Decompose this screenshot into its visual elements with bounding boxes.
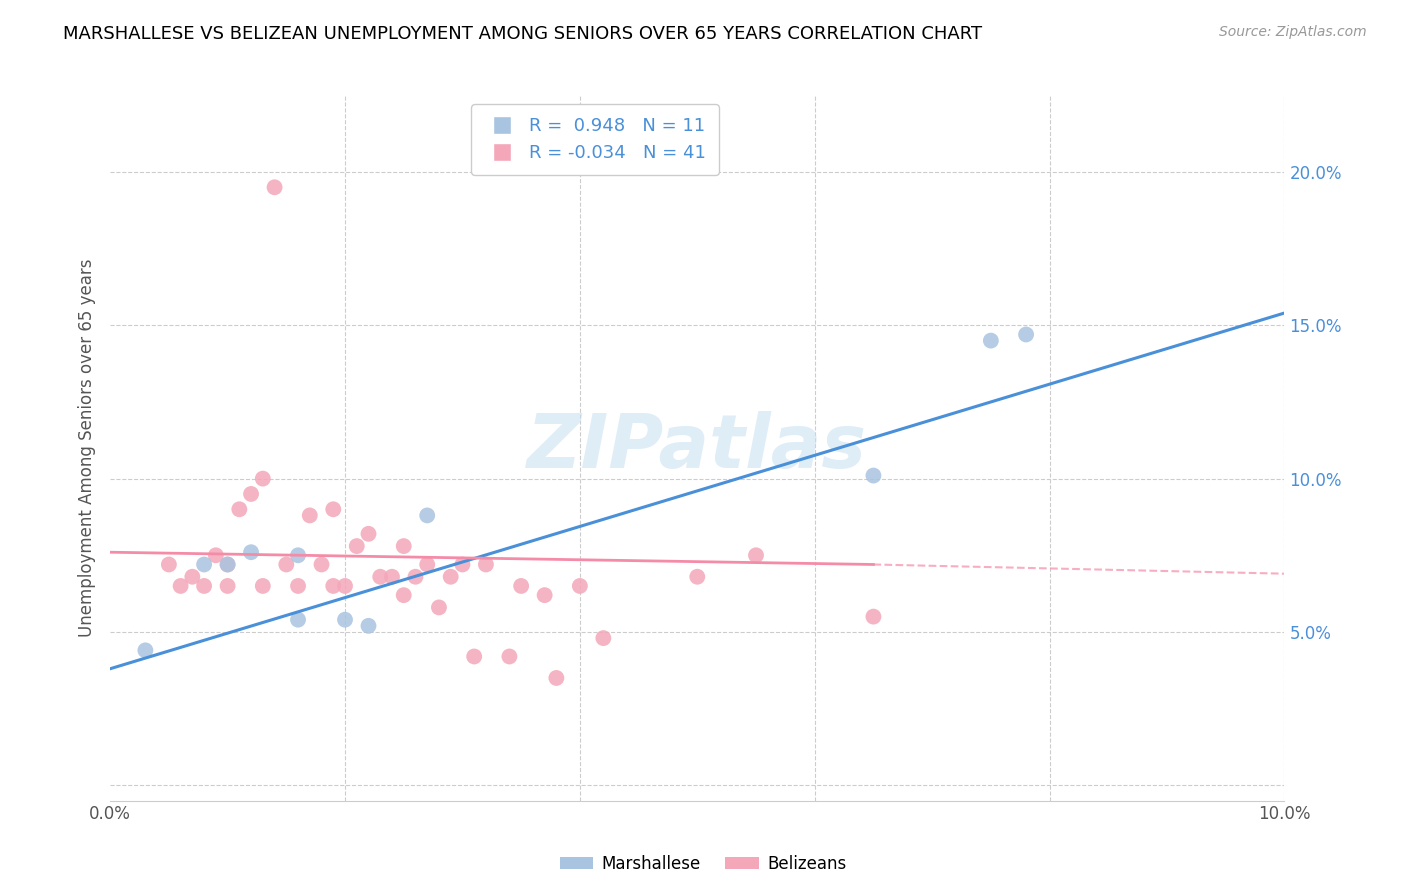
Point (546, 671, 568, 685)
Point (357, 526, 380, 541)
Point (240, 487, 263, 501)
Point (686, 570, 709, 584)
Point (346, 539, 368, 553)
Point (193, 558, 215, 572)
Point (475, 558, 498, 572)
Text: MARSHALLESE VS BELIZEAN UNEMPLOYMENT AMONG SENIORS OVER 65 YEARS CORRELATION CHA: MARSHALLESE VS BELIZEAN UNEMPLOYMENT AMO… (63, 25, 983, 43)
Point (416, 508, 439, 523)
Point (205, 549, 228, 563)
Point (368, 570, 391, 584)
Point (568, 579, 591, 593)
Point (510, 579, 533, 593)
Point (228, 502, 250, 516)
Point (451, 558, 474, 572)
Point (217, 558, 239, 572)
Point (440, 570, 463, 584)
Point (311, 558, 333, 572)
Point (252, 472, 274, 486)
Point (357, 619, 380, 633)
Point (252, 579, 274, 593)
Point (333, 613, 356, 627)
Point (217, 558, 239, 572)
Y-axis label: Unemployment Among Seniors over 65 years: Unemployment Among Seniors over 65 years (79, 259, 96, 637)
Point (193, 579, 215, 593)
Legend: R =  0.948   N = 11, R = -0.034   N = 41: R = 0.948 N = 11, R = -0.034 N = 41 (471, 104, 718, 175)
Point (263, 180, 285, 194)
Point (169, 579, 191, 593)
Point (322, 579, 344, 593)
Point (745, 549, 768, 563)
Legend: Marshallese, Belizeans: Marshallese, Belizeans (553, 848, 853, 880)
Point (862, 609, 884, 624)
Point (333, 579, 356, 593)
Point (298, 508, 321, 523)
Point (134, 643, 156, 657)
Point (287, 549, 309, 563)
Point (181, 570, 204, 584)
Point (404, 570, 426, 584)
Point (287, 579, 309, 593)
Point (217, 579, 239, 593)
Point (427, 600, 450, 615)
Point (862, 468, 884, 483)
Point (240, 545, 263, 559)
Point (463, 649, 485, 664)
Text: ZIPatlas: ZIPatlas (527, 411, 868, 484)
Point (157, 558, 180, 572)
Point (287, 613, 309, 627)
Point (416, 558, 439, 572)
Point (533, 588, 555, 602)
Point (276, 558, 298, 572)
Point (980, 334, 1002, 348)
Point (592, 631, 614, 645)
Point (392, 539, 415, 553)
Point (381, 570, 404, 584)
Point (498, 649, 520, 664)
Text: Source: ZipAtlas.com: Source: ZipAtlas.com (1219, 25, 1367, 39)
Point (322, 502, 344, 516)
Point (1015, 327, 1038, 342)
Point (392, 588, 415, 602)
